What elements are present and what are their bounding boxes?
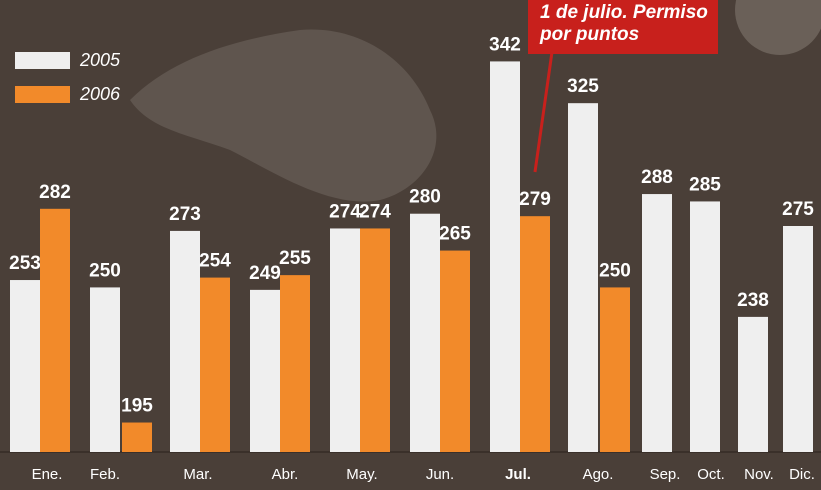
bar bbox=[600, 287, 630, 452]
value-label: 288 bbox=[641, 167, 673, 188]
value-label: 280 bbox=[409, 187, 441, 208]
bar bbox=[410, 213, 440, 452]
value-label: 285 bbox=[689, 174, 721, 195]
value-label: 250 bbox=[89, 260, 121, 281]
bar bbox=[250, 289, 280, 452]
value-label: 253 bbox=[9, 253, 41, 274]
value-label: 265 bbox=[439, 224, 471, 245]
value-label: 249 bbox=[249, 263, 281, 284]
x-tick-label: Feb. bbox=[90, 466, 120, 483]
value-label: 273 bbox=[169, 204, 201, 225]
value-label: 282 bbox=[39, 182, 71, 203]
annotation-pointer bbox=[533, 51, 554, 173]
x-tick-label: Oct. bbox=[697, 466, 725, 483]
bar bbox=[490, 61, 520, 452]
x-tick-label: Ene. bbox=[32, 466, 63, 483]
legend-swatch bbox=[15, 52, 70, 69]
value-label: 254 bbox=[199, 251, 231, 272]
bar bbox=[122, 422, 152, 452]
x-tick-label: Jul. bbox=[505, 466, 531, 483]
legend-swatch bbox=[15, 86, 70, 103]
x-tick-label: Nov. bbox=[744, 466, 774, 483]
bar bbox=[520, 216, 550, 452]
value-label: 275 bbox=[782, 199, 814, 220]
background-icon bbox=[735, 0, 821, 55]
annotation: 1 de julio. Permiso por puntos bbox=[528, 0, 718, 54]
bar bbox=[330, 228, 360, 452]
x-tick-label: Mar. bbox=[183, 466, 212, 483]
value-label: 238 bbox=[737, 290, 769, 311]
value-label: 325 bbox=[567, 76, 599, 97]
legend-label: 2006 bbox=[79, 84, 121, 104]
value-label: 342 bbox=[489, 34, 521, 55]
bar bbox=[280, 275, 310, 452]
background-figure bbox=[130, 29, 437, 202]
x-tick-label: Sep. bbox=[650, 466, 681, 483]
x-tick-label: May. bbox=[346, 466, 377, 483]
bar bbox=[10, 280, 40, 452]
bar bbox=[170, 230, 200, 452]
value-label: 279 bbox=[519, 189, 551, 210]
x-tick-label: Jun. bbox=[426, 466, 454, 483]
bar bbox=[738, 316, 768, 452]
bar bbox=[360, 228, 390, 452]
bar bbox=[200, 277, 230, 452]
value-label: 195 bbox=[121, 396, 153, 417]
bar bbox=[90, 287, 120, 452]
bar bbox=[568, 103, 598, 452]
legend-label: 2005 bbox=[79, 50, 121, 70]
value-label: 250 bbox=[599, 260, 631, 281]
value-label: 255 bbox=[279, 248, 311, 269]
x-tick-label: Dic. bbox=[789, 466, 815, 483]
value-label: 274 bbox=[359, 201, 391, 222]
value-label: 274 bbox=[329, 201, 361, 222]
bar bbox=[40, 208, 70, 452]
bar bbox=[690, 201, 720, 452]
x-tick-label: Abr. bbox=[272, 466, 299, 483]
x-tick-label: Ago. bbox=[583, 466, 614, 483]
bar bbox=[642, 194, 672, 452]
bar bbox=[440, 250, 470, 452]
bar bbox=[783, 226, 813, 452]
